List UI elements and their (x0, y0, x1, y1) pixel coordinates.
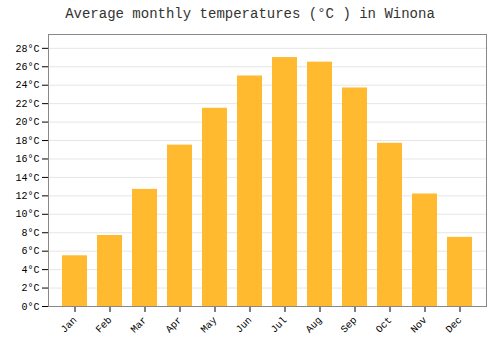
svg-text:Jun: Jun (234, 315, 255, 336)
svg-text:Mar: Mar (129, 315, 150, 336)
svg-text:Apr: Apr (164, 315, 185, 336)
svg-text:12°C: 12°C (15, 191, 39, 202)
svg-text:20°C: 20°C (15, 117, 39, 128)
svg-text:Sep: Sep (339, 315, 360, 336)
svg-text:10°C: 10°C (15, 209, 39, 220)
svg-text:0°C: 0°C (21, 302, 39, 313)
svg-text:28°C: 28°C (15, 44, 39, 55)
svg-text:Jan: Jan (59, 315, 80, 336)
svg-text:26°C: 26°C (15, 62, 39, 73)
svg-text:Dec: Dec (444, 315, 465, 336)
svg-text:Oct: Oct (374, 315, 395, 336)
svg-text:4°C: 4°C (21, 265, 39, 276)
svg-text:18°C: 18°C (15, 136, 39, 147)
svg-text:8°C: 8°C (21, 228, 39, 239)
svg-text:24°C: 24°C (15, 80, 39, 91)
svg-text:14°C: 14°C (15, 173, 39, 184)
svg-text:Aug: Aug (304, 315, 325, 336)
svg-text:6°C: 6°C (21, 246, 39, 257)
svg-text:Jul: Jul (269, 315, 290, 336)
html-text:Average monthly temperatures (: Average monthly temperatures (°C ) in Wi… (65, 6, 435, 22)
svg-text:16°C: 16°C (15, 154, 39, 165)
svg-text:Nov: Nov (409, 315, 430, 336)
svg-text:Feb: Feb (94, 315, 115, 336)
svg-text:22°C: 22°C (15, 99, 39, 110)
svg-text:2°C: 2°C (21, 283, 39, 294)
svg-text:May: May (199, 315, 220, 336)
